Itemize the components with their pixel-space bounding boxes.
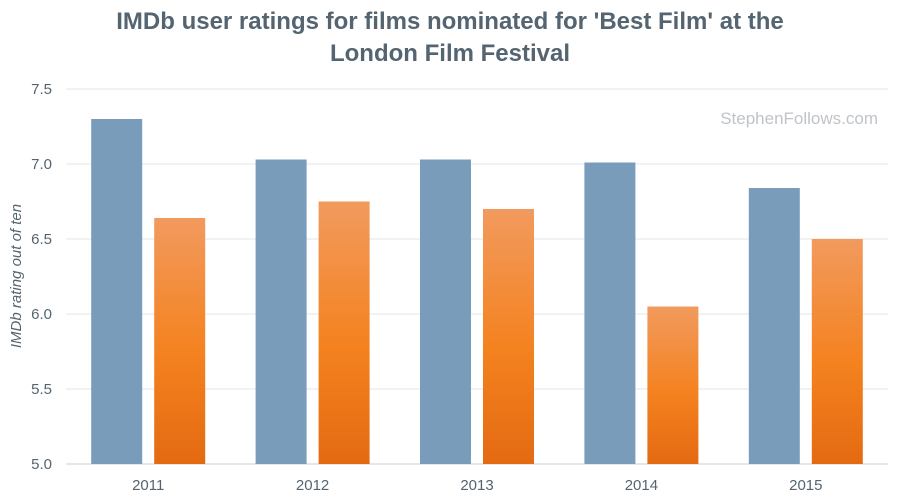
x-tick-label: 2011: [132, 477, 164, 494]
watermark: StephenFollows.com: [720, 109, 878, 128]
y-tick-label: 7.0: [31, 156, 52, 173]
bar-2012-series-1: [255, 159, 307, 464]
bar-2011-series-2: [154, 218, 206, 464]
chart-title-line-2: London Film Festival: [330, 40, 570, 67]
y-tick-label: 5.0: [31, 456, 52, 473]
y-tick-label: 7.5: [31, 81, 52, 98]
bar-2012-series-2: [318, 201, 370, 464]
x-tick-label: 2013: [460, 477, 493, 494]
bar-2011-series-1: [91, 119, 143, 464]
bars: [91, 119, 863, 464]
bar-2014-series-1: [584, 162, 636, 464]
x-axis-ticks: 2011 2012 2013 2014 2015: [132, 477, 822, 494]
chart-title-line-1: IMDb user ratings for films nominated fo…: [116, 8, 784, 35]
bar-2015-series-2: [811, 239, 863, 464]
bar-2014-series-2: [647, 306, 699, 464]
y-tick-label: 5.5: [31, 381, 52, 398]
x-tick-label: 2015: [789, 477, 822, 494]
x-tick-label: 2014: [625, 477, 658, 494]
bar-2015-series-1: [748, 188, 800, 464]
x-tick-label: 2012: [296, 477, 329, 494]
y-axis-ticks: 5.0 5.5 6.0 6.5 7.0 7.5: [31, 81, 52, 473]
bar-2013-series-2: [483, 209, 534, 464]
bar-2013-series-1: [420, 159, 471, 464]
y-axis-label: IMDb rating out of ten: [8, 204, 25, 348]
y-tick-label: 6.5: [31, 231, 52, 248]
y-tick-label: 6.0: [31, 306, 52, 323]
